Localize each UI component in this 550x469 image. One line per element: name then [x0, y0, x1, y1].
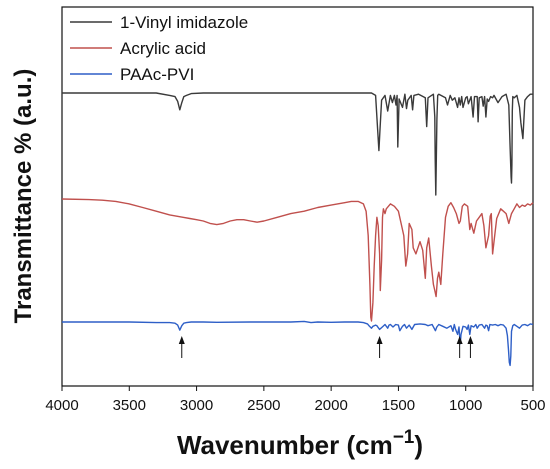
x-axis-title-main: Wavenumber (cm [177, 430, 393, 460]
x-axis-title-exponent: −1 [393, 427, 415, 448]
legend-label-vinyl-imidazole: 1-Vinyl imidazole [120, 13, 248, 32]
legend-label-acrylic-acid: Acrylic acid [120, 39, 206, 58]
x-axis-title-close: ) [414, 430, 423, 460]
series-line-1-vinyl-imidazole [62, 92, 533, 196]
peak-arrow [456, 336, 463, 358]
x-tick-label: 3500 [113, 397, 146, 414]
legend: 1-Vinyl imidazole Acrylic acid PAAc-PVI [70, 13, 248, 84]
x-axis-ticks: 4000 3500 3000 2500 2000 1500 1000 500 [45, 386, 546, 414]
x-tick-label: 2500 [247, 397, 280, 414]
x-tick-label: 4000 [45, 397, 78, 414]
x-tick-label: 1500 [382, 397, 415, 414]
series-line-paac-pvi [62, 320, 534, 367]
series-layer [61, 92, 534, 367]
x-tick-label: 500 [520, 397, 545, 414]
peak-arrow [376, 336, 383, 358]
x-tick-label: 2000 [314, 397, 347, 414]
x-tick-label: 1000 [449, 397, 482, 414]
peak-arrow [178, 336, 185, 358]
y-axis-title: Transmittance % (a.u.) [10, 69, 37, 324]
x-tick-label: 3000 [180, 397, 213, 414]
series-line-acrylic-acid [61, 198, 534, 322]
annotation-arrows [178, 336, 474, 358]
legend-label-paac-pvi: PAAc-PVI [120, 65, 194, 84]
peak-arrow [467, 336, 474, 358]
plot-frame [61, 6, 534, 387]
x-axis-title: Wavenumber (cm−1) [177, 427, 423, 460]
